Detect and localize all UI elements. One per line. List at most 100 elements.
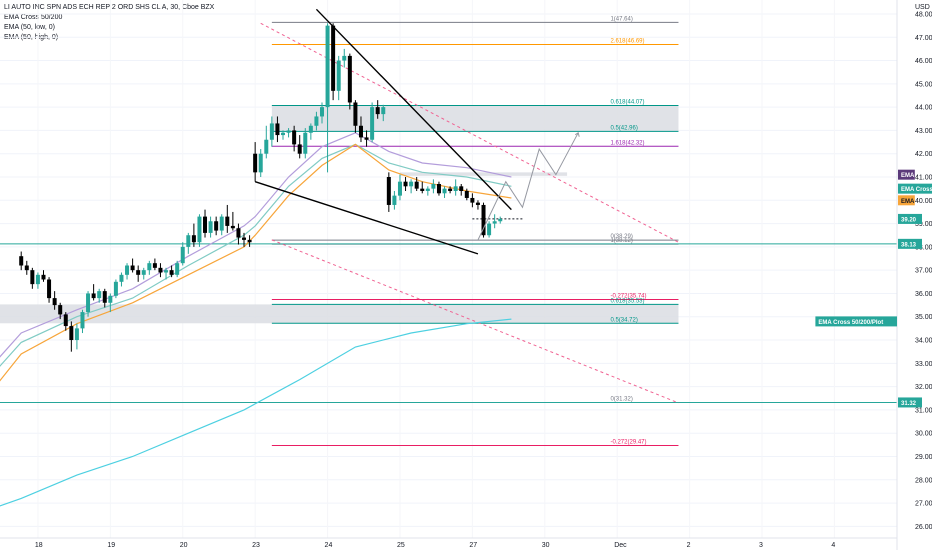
price-tag-label: 38.13 [901, 242, 917, 248]
candle-body [91, 293, 96, 299]
candles [19, 23, 503, 352]
candle-body [297, 144, 302, 154]
candle-body [197, 216, 202, 243]
candle-body [292, 130, 297, 145]
candle-body [19, 256, 24, 266]
candle-body [180, 246, 185, 264]
y-tick-label: 26.00 [915, 524, 932, 531]
candle-body [208, 221, 213, 233]
price-tag-label: EMA Cross 50/200/Plot [901, 187, 932, 193]
y-tick-label: 47.00 [915, 35, 932, 42]
y-tick-label: 40.00 [915, 198, 932, 205]
candle-body [247, 239, 252, 243]
candle-body [470, 197, 475, 203]
chart-title: LI AUTO INC SPN ADS ECH REP 2 ORD SHS CL… [4, 4, 215, 11]
y-tick-label: 39.00 [915, 221, 932, 228]
y-tick-label: 35.00 [915, 314, 932, 321]
candle-body [308, 125, 313, 133]
price-tag [898, 238, 922, 249]
candle-body [225, 216, 230, 226]
fib-level-label: 0.618(35.53) [610, 298, 644, 304]
y-tick-label: 44.00 [915, 105, 932, 112]
x-tick-label: 18 [35, 542, 43, 549]
fib-level-label: -0.272(29.47) [610, 440, 646, 446]
supply-zone [0, 304, 679, 324]
supply-zone [271, 105, 679, 132]
candle-body [86, 293, 91, 313]
fib-level-label: 1.618(42.32) [610, 140, 644, 146]
currency-label: USD [915, 4, 930, 11]
candle-body [30, 270, 35, 285]
price-tag-label: 39.20 [901, 217, 917, 223]
fib-level-label: 2.618(46.69) [610, 38, 644, 44]
x-axis-labels: 18 19 20 23 24 25 27 30 Dec 2 3 4 [35, 542, 836, 549]
price-tag-label: EMA [901, 199, 915, 205]
candle-body [331, 25, 336, 91]
projection-arrowhead [574, 131, 580, 137]
wedge-trendline [315, 8, 512, 211]
candle-body [169, 270, 174, 275]
candle-body [314, 116, 319, 126]
x-tick-label: 23 [252, 542, 260, 549]
candle-body [319, 107, 324, 117]
candle-body [186, 235, 191, 247]
candle-body [102, 291, 107, 303]
projection-path [477, 132, 579, 241]
x-tick-label: 3 [759, 542, 763, 549]
candle-body [414, 181, 419, 189]
candle-body [152, 263, 157, 268]
price-tag-label: EMA Cross 50/200/Plot [818, 320, 883, 326]
candle-body [325, 25, 330, 108]
price-tag [815, 316, 897, 327]
candle-body [370, 107, 375, 140]
candle-body [258, 153, 263, 173]
legend-ema-cross[interactable]: EMA Cross 50/200 [4, 14, 63, 21]
y-tick-label: 31.00 [915, 407, 932, 414]
candle-body [403, 181, 408, 187]
y-tick-label: 38.00 [915, 244, 932, 251]
candle-body [97, 291, 102, 299]
candle-body [41, 274, 46, 280]
candle-body [119, 274, 124, 282]
y-tick-label: 34.00 [915, 338, 932, 345]
y-tick-label: 37.00 [915, 268, 932, 275]
diagonal-projection-line [271, 239, 679, 404]
candle-body [358, 125, 363, 138]
candle-body [286, 130, 291, 133]
x-tick-label: 19 [107, 542, 115, 549]
ema-low-line [0, 143, 512, 367]
fib-level-label: 1(38.12) [610, 238, 632, 244]
y-tick-label: 41.00 [915, 175, 932, 182]
candle-body [158, 267, 163, 273]
candle-body [147, 263, 152, 271]
candle-body [453, 186, 458, 191]
legend-ema-low[interactable]: EMA (50, low, 0) [4, 24, 55, 31]
y-tick-label: 30.00 [915, 431, 932, 438]
candle-body [386, 177, 391, 205]
y-tick-label: 36.00 [915, 291, 932, 298]
y-tick-label: 43.00 [915, 128, 932, 135]
candle-body [136, 270, 141, 275]
candle-body [130, 265, 135, 271]
price-tag [898, 195, 915, 206]
candle-body [63, 314, 68, 327]
candle-body [74, 328, 79, 341]
candle-body [35, 274, 40, 285]
price-tag [898, 169, 915, 180]
candle-body [214, 221, 219, 231]
candle-body [347, 55, 352, 103]
candle-body [475, 202, 480, 205]
candle-body [342, 55, 347, 61]
candle-body [487, 223, 492, 236]
candle-body [253, 153, 258, 173]
y-tick-label: 33.00 [915, 361, 932, 368]
candle-body [436, 183, 441, 194]
projection-path [477, 131, 580, 241]
candle-body [375, 107, 380, 115]
candle-body [281, 132, 285, 136]
candle-body [336, 60, 341, 91]
candle-body [230, 225, 235, 229]
candle-body [425, 188, 430, 191]
